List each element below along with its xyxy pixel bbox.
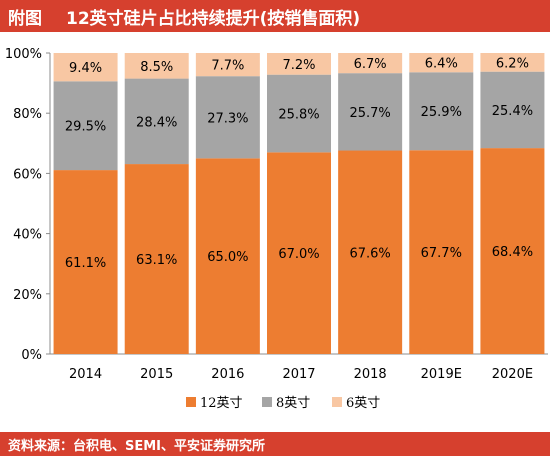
bar-segment bbox=[53, 53, 118, 82]
y-tick-label: 100% bbox=[5, 47, 42, 62]
bar-segment bbox=[409, 72, 474, 151]
data-label: 25.7% bbox=[349, 106, 390, 121]
data-label: 63.1% bbox=[136, 253, 177, 268]
data-label: 7.7% bbox=[211, 59, 244, 74]
data-label: 25.4% bbox=[492, 104, 533, 119]
x-tick-label: 2016 bbox=[211, 367, 244, 382]
source-bar: 资料来源：台积电、SEMI、平安证券研究所 bbox=[0, 432, 550, 456]
x-tick-label: 2020E bbox=[492, 367, 533, 382]
y-tick-label: 0% bbox=[21, 348, 42, 363]
x-tick-label: 2017 bbox=[282, 367, 315, 382]
data-label: 67.6% bbox=[349, 246, 390, 261]
data-label: 7.2% bbox=[282, 58, 315, 73]
data-label: 68.4% bbox=[492, 245, 533, 260]
legend-label: 8英寸 bbox=[276, 396, 310, 411]
stacked-bar-chart: 0% 20% 40% 60% 80% 100% 61.1% 29.5% 9.4% 2014 63.1… bbox=[5, 47, 548, 411]
y-tick-label: 80% bbox=[13, 107, 42, 122]
bar-segment bbox=[195, 158, 260, 354]
bar-segment bbox=[338, 150, 403, 354]
bar-segment bbox=[480, 148, 545, 354]
legend-label: 12英寸 bbox=[200, 396, 243, 411]
legend-swatch bbox=[262, 397, 272, 407]
bar-segment bbox=[124, 164, 189, 354]
data-label: 6.4% bbox=[425, 57, 458, 72]
data-label: 25.9% bbox=[421, 105, 462, 120]
data-label: 28.4% bbox=[136, 115, 177, 130]
chart-title: 12英寸硅片占比持续提升(按销售面积) bbox=[66, 8, 361, 29]
bar-segment bbox=[338, 53, 403, 74]
x-tick-label: 2015 bbox=[140, 367, 173, 382]
data-label: 6.7% bbox=[354, 57, 387, 72]
bar-segment bbox=[195, 53, 260, 77]
legend-swatch bbox=[332, 397, 342, 407]
bar-segment bbox=[53, 170, 118, 354]
bar-segment bbox=[124, 78, 189, 165]
y-tick-label: 60% bbox=[13, 167, 42, 182]
legend-swatch bbox=[186, 397, 196, 407]
x-tick-label: 2019E bbox=[421, 367, 462, 382]
data-label: 67.0% bbox=[278, 247, 319, 262]
x-tick-label: 2018 bbox=[354, 367, 387, 382]
bar-segment bbox=[409, 150, 474, 354]
source-note: 资料来源：台积电、SEMI、平安证券研究所 bbox=[8, 438, 266, 454]
bar-segment bbox=[480, 71, 545, 149]
title-bar: 附图 12英寸硅片占比持续提升(按销售面积) bbox=[0, 0, 550, 32]
y-tick-label: 40% bbox=[13, 228, 42, 243]
bar-segment bbox=[267, 74, 331, 153]
data-label: 29.5% bbox=[65, 120, 106, 135]
figure-prefix: 附图 bbox=[8, 8, 42, 29]
data-label: 9.4% bbox=[69, 61, 102, 76]
bar-segment bbox=[409, 53, 474, 73]
bar-segment bbox=[53, 81, 118, 171]
bar-segment bbox=[267, 53, 331, 75]
legend-label: 6英寸 bbox=[346, 396, 380, 411]
data-label: 25.8% bbox=[278, 108, 319, 123]
data-label: 65.0% bbox=[207, 250, 248, 265]
bar-segment bbox=[267, 152, 331, 354]
bar-segment bbox=[195, 76, 260, 159]
bar-segment bbox=[480, 53, 545, 72]
data-label: 27.3% bbox=[207, 111, 248, 126]
bar-segment bbox=[338, 73, 403, 151]
x-tick-label: 2014 bbox=[69, 367, 102, 382]
data-label: 8.5% bbox=[140, 60, 173, 75]
y-tick-label: 20% bbox=[13, 288, 42, 303]
bar-segment bbox=[124, 53, 189, 79]
data-label: 6.2% bbox=[496, 56, 529, 71]
data-label: 61.1% bbox=[65, 256, 106, 271]
data-label: 67.7% bbox=[421, 246, 462, 261]
